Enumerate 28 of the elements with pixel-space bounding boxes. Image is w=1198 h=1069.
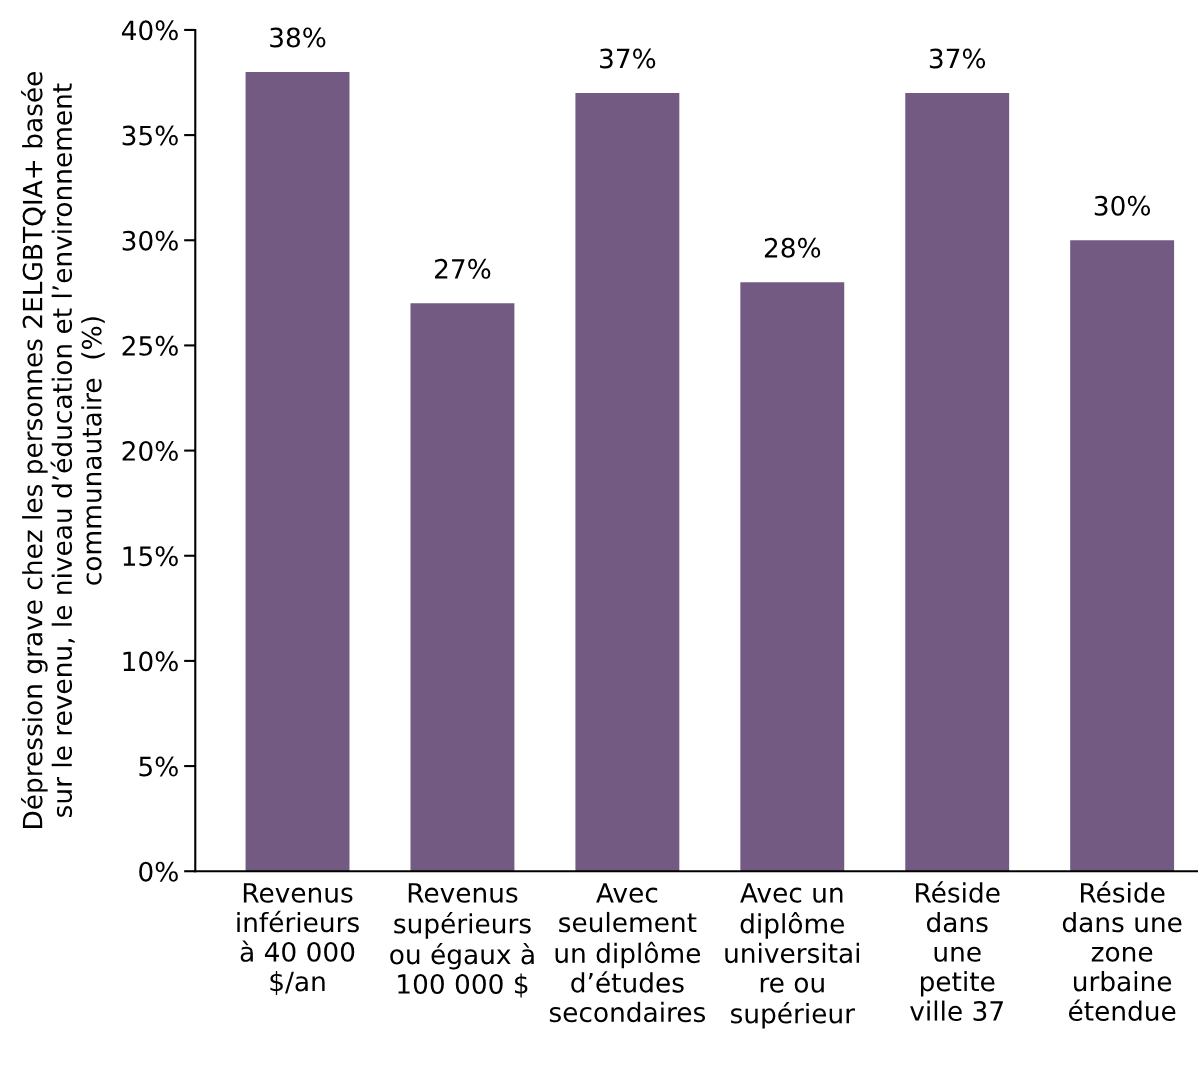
x-tick-label: Revenus supérieurs ou égaux à 100 000 $: [390, 883, 534, 998]
y-tick-label: 20%: [122, 441, 178, 461]
x-tick-label: Réside dans une petite ville 37: [910, 881, 1003, 1021]
x-tick-label: Avec un diplôme universitai re ou supérieur: [725, 883, 860, 1029]
y-tick-label: 35%: [122, 125, 178, 146]
y-axis-title: Dépression grave chez les personnes 2ELGBTQIA+ basée sur le revenu, le niveau d’éducation et l’environnement communautaire (%): [21, 72, 105, 828]
bar: [245, 72, 350, 872]
bar: [1070, 240, 1175, 872]
bar: [740, 282, 845, 872]
data-label: 38%: [270, 27, 326, 48]
bar: [905, 93, 1010, 872]
data-label: 30%: [1094, 195, 1151, 216]
data-label: 28%: [764, 237, 821, 258]
bar: [410, 303, 515, 872]
y-tick-label: 25%: [122, 335, 178, 356]
y-tick-label: 40%: [121, 20, 178, 41]
y-tick-label: 10%: [123, 651, 178, 672]
data-label: 27%: [435, 258, 491, 279]
data-label: 37%: [929, 48, 986, 69]
bar: [575, 93, 680, 872]
y-tick-label: 30%: [122, 230, 178, 251]
y-tick-label: 5%: [139, 756, 178, 777]
y-tick-label: 15%: [123, 546, 178, 567]
data-label: 37%: [600, 48, 656, 69]
x-tick-label: Avec seulement un diplôme d’études secondaires: [549, 883, 706, 1023]
x-tick-label: Revenus inférieurs à 40 000 $/an: [237, 883, 359, 995]
y-tick-label: 0%: [139, 861, 178, 882]
x-tick-label: Réside dans une zone urbaine étendue: [1062, 881, 1182, 1021]
